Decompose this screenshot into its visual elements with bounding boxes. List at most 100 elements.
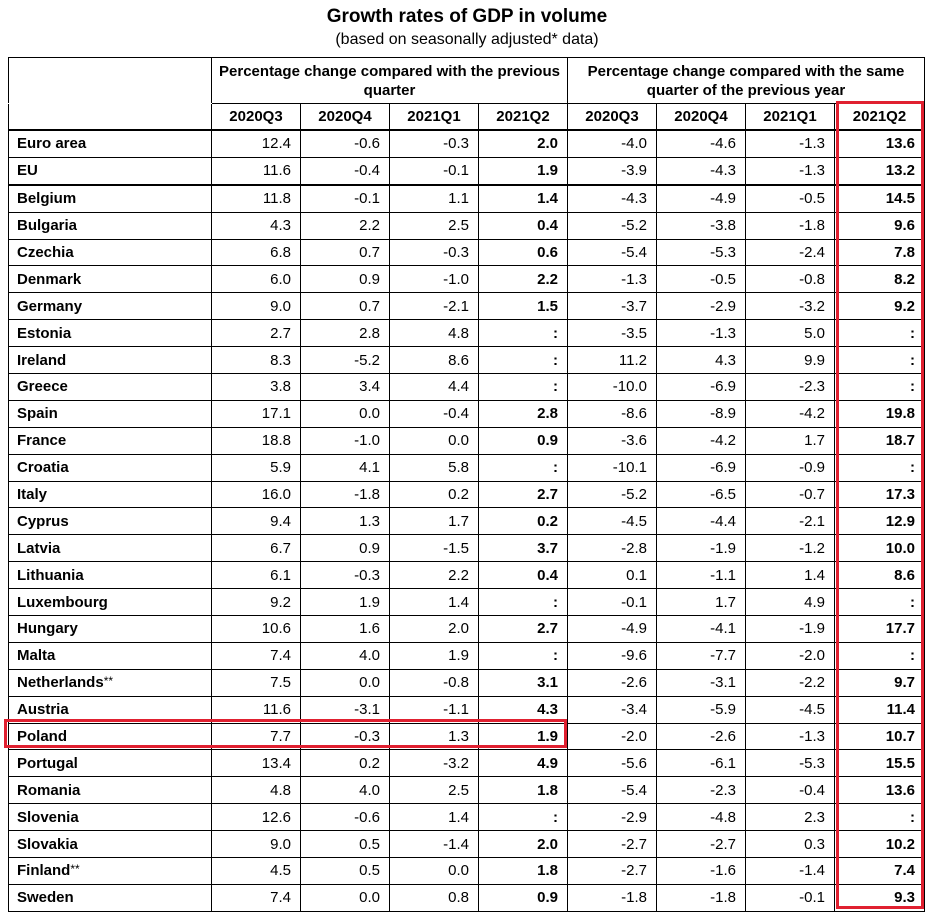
value-cell: -4.6	[656, 129, 746, 158]
value-cell: 0.0	[300, 668, 390, 697]
country-label: Bulgaria	[17, 217, 78, 235]
value-cell: -2.7	[567, 857, 657, 885]
value-cell: 0.9	[300, 534, 390, 563]
table-title: Growth rates of GDP in volume	[326, 6, 608, 27]
value-cell: 0.8	[389, 883, 479, 912]
value-cell: :	[478, 319, 568, 348]
country-name: Italy	[8, 480, 212, 509]
value-cell: 17.7	[834, 615, 925, 643]
value-cell: :	[478, 641, 568, 670]
value-cell: 1.9	[478, 722, 568, 751]
country-name: Slovakia	[8, 830, 212, 859]
value-cell: -4.3	[567, 184, 657, 213]
quarter-header: 2021Q2	[478, 103, 568, 131]
value-cell: -2.1	[389, 292, 479, 321]
value-cell: 17.1	[211, 399, 301, 428]
value-cell: -3.4	[567, 695, 657, 724]
value-cell: 6.0	[211, 265, 301, 294]
value-cell: 1.4	[389, 588, 479, 617]
country-name: Lithuania	[8, 561, 212, 590]
country-label: Euro area	[17, 135, 87, 153]
value-cell: -4.5	[567, 507, 657, 536]
country-name: Estonia	[8, 319, 212, 348]
value-cell: 1.4	[389, 803, 479, 832]
quarter-header: 2020Q3	[567, 103, 657, 131]
value-cell: 3.1	[478, 668, 568, 697]
country-name: Austria	[8, 695, 212, 724]
value-cell: 10.6	[211, 615, 301, 643]
value-cell: :	[478, 346, 568, 375]
country-label: Slovenia	[17, 808, 79, 826]
country-label: Slovakia	[17, 835, 78, 853]
value-cell: -4.1	[656, 615, 746, 643]
value-cell: -3.7	[567, 292, 657, 321]
value-cell: 9.4	[211, 507, 301, 536]
value-cell: 8.6	[389, 346, 479, 375]
value-cell: 6.7	[211, 534, 301, 563]
country-name: Luxembourg	[8, 588, 212, 617]
country-label: Austria	[17, 701, 69, 719]
value-cell: -0.4	[745, 776, 835, 805]
value-cell: -0.5	[656, 265, 746, 294]
value-cell: 9.2	[834, 292, 925, 321]
value-cell: -0.1	[567, 588, 657, 617]
value-cell: -1.0	[300, 426, 390, 455]
value-cell: 2.7	[478, 480, 568, 509]
value-cell: -1.3	[567, 265, 657, 294]
table-row: Romania 4.8 4.0 2.5 1.8 -5.4 -2.3 -0.4 13.6	[8, 776, 925, 805]
value-cell: -2.3	[745, 373, 835, 401]
value-cell: 2.2	[300, 211, 390, 240]
value-cell: -2.0	[745, 641, 835, 670]
value-cell: 4.0	[300, 776, 390, 805]
value-cell: 0.9	[478, 426, 568, 455]
gdp-growth-table: Percentage change compared with the prev…	[8, 57, 925, 912]
value-cell: :	[834, 453, 925, 482]
value-cell: -3.5	[567, 319, 657, 348]
table-row: Bulgaria 4.3 2.2 2.5 0.4 -5.2 -3.8 -1.8 9.6	[8, 211, 925, 240]
value-cell: 0.1	[567, 561, 657, 590]
value-cell: 3.7	[478, 534, 568, 563]
value-cell: -3.8	[656, 211, 746, 240]
country-label: Cyprus	[17, 512, 69, 530]
value-cell: -4.2	[656, 426, 746, 455]
country-name: Romania	[8, 776, 212, 805]
country-name: Ireland	[8, 346, 212, 375]
value-cell: 1.3	[300, 507, 390, 536]
value-cell: -6.5	[656, 480, 746, 509]
table-row: Hungary 10.6 1.6 2.0 2.7 -4.9 -4.1 -1.9 17.7	[8, 615, 925, 643]
country-label: Malta	[17, 647, 56, 665]
value-cell: 1.3	[389, 722, 479, 751]
value-cell: -1.8	[300, 480, 390, 509]
value-cell: 0.9	[478, 883, 568, 912]
value-cell: -8.6	[567, 399, 657, 428]
value-cell: 9.0	[211, 292, 301, 321]
value-cell: -10.1	[567, 453, 657, 482]
value-cell: 18.8	[211, 426, 301, 455]
value-cell: -4.9	[656, 184, 746, 213]
value-cell: 5.0	[745, 319, 835, 348]
value-cell: 2.3	[745, 803, 835, 832]
value-cell: -1.9	[656, 534, 746, 563]
value-cell: -6.1	[656, 749, 746, 778]
value-cell: 9.6	[834, 211, 925, 240]
value-cell: 1.7	[656, 588, 746, 617]
table-row: Lithuania 6.1 -0.3 2.2 0.4 0.1 -1.1 1.4 8.6	[8, 561, 925, 590]
value-cell: 2.5	[389, 211, 479, 240]
value-cell: 1.9	[478, 156, 568, 186]
value-cell: 19.8	[834, 399, 925, 428]
value-cell: -5.3	[745, 749, 835, 778]
country-label: Greece	[17, 378, 68, 396]
value-cell: 0.2	[478, 507, 568, 536]
country-name: EU	[8, 156, 212, 186]
value-cell: 7.8	[834, 238, 925, 267]
country-name: Germany	[8, 292, 212, 321]
value-cell: 12.9	[834, 507, 925, 536]
country-name: Malta	[8, 641, 212, 670]
value-cell: -0.8	[389, 668, 479, 697]
value-cell: 1.8	[478, 776, 568, 805]
footnote-mark: **	[103, 674, 114, 689]
value-cell: 2.7	[211, 319, 301, 348]
value-cell: 9.2	[211, 588, 301, 617]
value-cell: 15.5	[834, 749, 925, 778]
value-cell: 4.3	[656, 346, 746, 375]
